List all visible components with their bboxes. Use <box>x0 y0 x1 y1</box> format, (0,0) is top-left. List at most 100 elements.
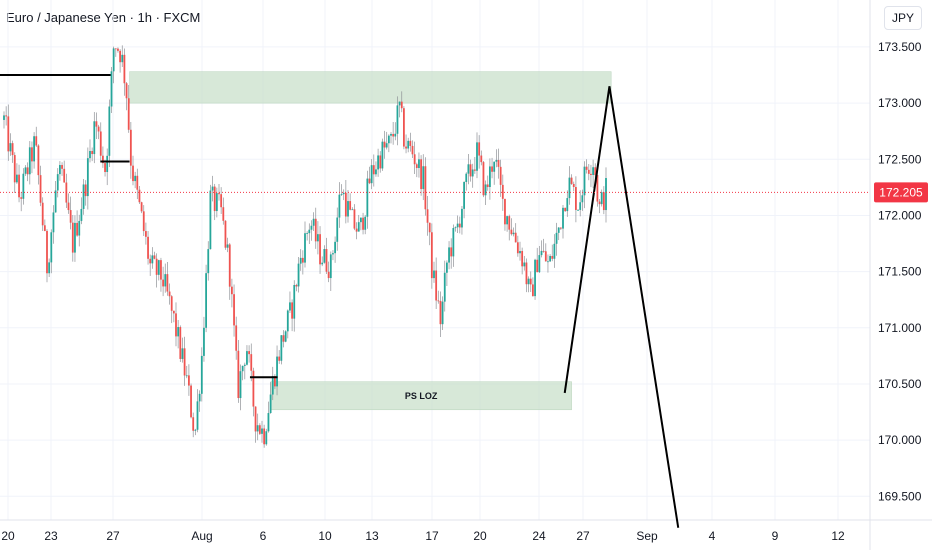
candle-body <box>317 234 319 242</box>
candle-body <box>439 300 442 325</box>
candle-body <box>583 166 586 196</box>
candle-body <box>508 216 511 230</box>
candle <box>521 247 524 275</box>
candle-body <box>63 168 66 183</box>
candle <box>362 212 364 235</box>
candle-body <box>18 174 20 198</box>
candle-body <box>489 166 491 188</box>
candle-body <box>512 232 515 235</box>
candle <box>587 163 590 181</box>
candle-body <box>231 286 233 295</box>
candle <box>121 45 124 67</box>
candle <box>183 336 186 386</box>
candle-body <box>226 244 229 248</box>
candle <box>353 204 356 231</box>
candle <box>39 165 42 207</box>
candle <box>228 243 231 300</box>
candle-body <box>263 428 266 445</box>
candle-body <box>284 331 287 342</box>
candle <box>570 174 573 185</box>
candle-body <box>166 274 169 292</box>
candle-body <box>514 232 517 243</box>
candle <box>583 161 586 209</box>
candle-body <box>280 335 283 361</box>
candle <box>383 130 386 159</box>
candle <box>482 161 485 198</box>
candle <box>398 101 401 118</box>
candle-body <box>424 166 427 210</box>
candle-body <box>355 228 358 232</box>
candle <box>422 154 425 201</box>
candle <box>67 193 70 214</box>
candle-body <box>409 140 412 146</box>
candle-body <box>11 143 14 156</box>
current-price-text: 172.205 <box>879 185 923 199</box>
candle <box>33 132 35 169</box>
candle-body <box>379 155 382 169</box>
candle-body <box>506 216 508 225</box>
candle <box>263 424 266 448</box>
candle <box>299 249 302 271</box>
candle-body <box>594 167 597 176</box>
candle-body <box>529 278 532 285</box>
candle <box>478 135 481 169</box>
candle-body <box>239 371 242 399</box>
candle-body <box>527 278 530 285</box>
candle <box>282 330 285 348</box>
candle <box>164 263 167 293</box>
candle-body <box>134 175 137 182</box>
candle <box>61 162 63 176</box>
candle <box>241 365 244 381</box>
candle <box>532 277 534 297</box>
candle-body <box>24 167 27 174</box>
currency-selector-button[interactable]: JPY <box>884 6 922 30</box>
candle-body <box>510 229 513 235</box>
candle-body <box>433 270 435 279</box>
candle-body <box>258 425 261 434</box>
candle <box>577 208 579 211</box>
candle <box>18 164 20 203</box>
candle <box>26 162 29 182</box>
candle-body <box>172 310 175 314</box>
candle <box>237 340 240 403</box>
candle <box>119 49 121 73</box>
candle-body <box>48 262 51 274</box>
candle <box>566 190 569 217</box>
candle <box>370 159 373 190</box>
candle <box>220 187 223 214</box>
candle <box>209 184 212 250</box>
candle-body <box>108 106 111 156</box>
candle <box>476 132 478 179</box>
y-tick-label: 173.500 <box>878 40 922 54</box>
candle <box>46 229 48 283</box>
candle <box>426 195 429 236</box>
candle <box>138 186 141 205</box>
candle-body <box>67 202 70 211</box>
candle <box>108 99 111 167</box>
candle <box>319 226 321 274</box>
candle-body <box>547 261 549 263</box>
candle-body <box>456 223 459 228</box>
candle-body <box>35 136 38 146</box>
candle <box>557 227 560 241</box>
candle <box>280 335 283 365</box>
candle <box>441 296 444 330</box>
candle <box>575 176 577 223</box>
candle-body <box>387 135 390 144</box>
candle <box>48 258 51 278</box>
candle-body <box>319 234 321 265</box>
y-tick-label: 170.000 <box>878 433 922 447</box>
candle <box>411 140 414 158</box>
x-tick-label: 12 <box>831 529 845 543</box>
candle-body <box>59 165 61 175</box>
candle-body <box>50 232 53 263</box>
candle <box>329 251 332 291</box>
candle-body <box>467 164 470 174</box>
candle <box>590 164 592 188</box>
x-tick-label: 10 <box>318 529 332 543</box>
candle-body <box>254 406 257 432</box>
candle <box>368 166 371 185</box>
candle <box>602 186 605 215</box>
y-tick-label: 171.000 <box>878 321 922 335</box>
